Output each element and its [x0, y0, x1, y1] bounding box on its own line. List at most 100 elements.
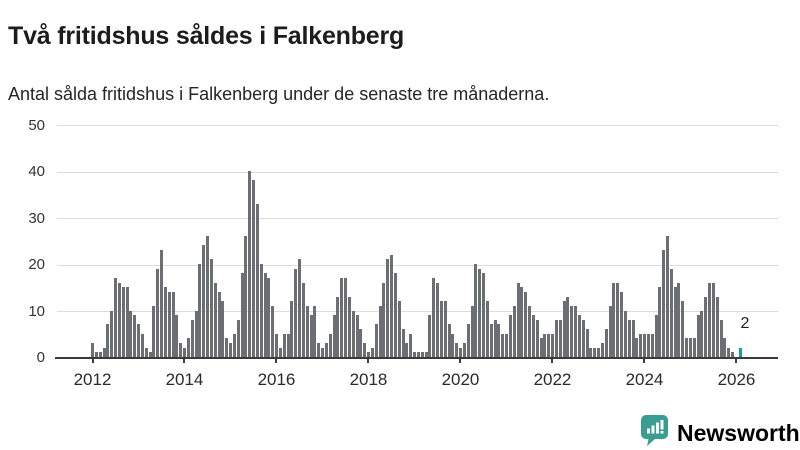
bar	[186, 338, 190, 357]
bar	[217, 291, 221, 357]
newsworthy-logo: Newsworthy	[641, 415, 800, 450]
bar	[290, 301, 294, 357]
bar	[620, 291, 623, 357]
bar	[455, 343, 459, 357]
bar	[639, 333, 643, 357]
bar	[604, 329, 608, 357]
bar	[367, 352, 370, 357]
bar	[528, 305, 531, 357]
bar	[336, 296, 340, 357]
bar	[148, 352, 152, 357]
gridline-20	[57, 264, 778, 266]
bar	[654, 315, 658, 357]
bar	[221, 301, 225, 357]
bar	[401, 329, 405, 357]
bar	[424, 352, 428, 357]
bar	[562, 301, 566, 357]
bar	[666, 236, 669, 357]
bar	[340, 277, 344, 357]
bar	[397, 301, 401, 357]
bar	[156, 268, 160, 357]
latest-bar-highlighted	[738, 347, 742, 357]
bar	[547, 333, 551, 357]
bar	[202, 245, 206, 357]
bar	[505, 333, 508, 357]
bar	[551, 333, 554, 357]
bar	[232, 333, 236, 357]
bar	[351, 310, 355, 357]
bar	[198, 264, 202, 357]
bar	[305, 305, 309, 357]
bar	[688, 338, 692, 357]
x-axis-label-2020: 2020	[441, 370, 480, 389]
chart-title: Två fritidshus såldes i Falkenberg	[8, 21, 405, 50]
bar	[137, 324, 140, 357]
y-axis-label-20: 20	[28, 256, 45, 273]
bar	[600, 343, 604, 357]
bar	[700, 310, 704, 357]
bar	[294, 268, 298, 357]
bar	[102, 347, 106, 357]
bar	[248, 171, 252, 357]
bar	[493, 319, 497, 357]
bar	[443, 301, 447, 357]
bar	[152, 305, 156, 357]
bar	[681, 301, 685, 357]
bar	[321, 347, 324, 357]
bar	[167, 291, 171, 357]
bar	[459, 347, 462, 357]
bar	[206, 236, 209, 357]
bar	[616, 282, 620, 357]
bar	[439, 301, 443, 357]
bar	[539, 338, 543, 357]
y-axis-label-0: 0	[36, 349, 45, 366]
bar	[711, 282, 715, 357]
bar	[390, 254, 393, 357]
bar	[708, 282, 712, 357]
bar	[554, 319, 558, 357]
bar	[627, 319, 631, 357]
bar	[359, 329, 363, 357]
bar	[298, 259, 301, 357]
bar	[240, 273, 244, 357]
bar	[171, 291, 175, 357]
bar	[608, 305, 612, 357]
bar	[121, 287, 125, 357]
bar	[282, 333, 286, 357]
bar	[696, 315, 700, 357]
bar	[190, 319, 194, 357]
x-axis-label-2022: 2022	[533, 370, 572, 389]
bar	[520, 287, 524, 357]
bar	[347, 296, 351, 357]
bar	[413, 352, 416, 357]
bar	[581, 319, 585, 357]
x-axis-tick-2020	[459, 358, 462, 363]
bar	[267, 277, 271, 357]
bar	[662, 250, 666, 357]
bar	[278, 347, 282, 357]
bar	[516, 282, 520, 357]
bar	[225, 338, 229, 357]
bar	[133, 315, 137, 357]
bar	[386, 259, 390, 357]
bar	[497, 324, 501, 357]
x-axis-tick-2012	[91, 358, 94, 363]
x-axis-label-2012: 2012	[73, 370, 112, 389]
bar	[183, 347, 186, 357]
bar	[650, 333, 654, 357]
bar	[328, 333, 332, 357]
gridline-30	[57, 218, 778, 219]
x-axis-tick-2024	[643, 358, 646, 363]
bar	[669, 268, 673, 357]
bar	[229, 343, 232, 357]
x-axis-label-2014: 2014	[165, 370, 204, 389]
bar	[704, 296, 708, 357]
bar	[432, 277, 436, 357]
bar	[175, 315, 179, 357]
newsworthy-brand-text: Newsworthy	[677, 419, 800, 446]
bar	[94, 352, 98, 357]
bar	[512, 305, 516, 357]
bar	[612, 282, 616, 357]
bar	[160, 250, 163, 357]
bar	[597, 347, 600, 357]
